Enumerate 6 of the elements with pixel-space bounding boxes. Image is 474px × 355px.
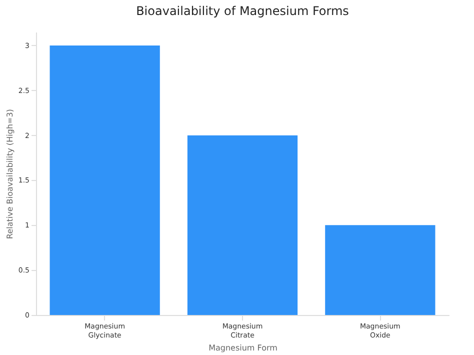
bar — [187, 135, 298, 315]
x-axis-title: Magnesium Form — [208, 344, 278, 352]
y-axis-title: Relative Bioavailability (High=3) — [5, 109, 14, 239]
bar — [50, 45, 160, 315]
bar — [325, 225, 436, 315]
chart-title: Bioavailability of Magnesium Forms — [136, 4, 349, 18]
